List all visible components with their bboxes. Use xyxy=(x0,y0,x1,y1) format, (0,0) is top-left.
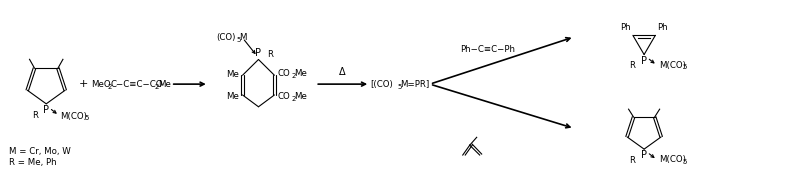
Text: Me: Me xyxy=(294,69,307,78)
Text: Ph−C≡C−Ph: Ph−C≡C−Ph xyxy=(460,45,515,54)
Text: Ph: Ph xyxy=(657,23,668,32)
Text: P: P xyxy=(43,105,49,115)
Text: 5: 5 xyxy=(84,115,89,121)
Text: 2: 2 xyxy=(155,84,159,90)
Text: Me: Me xyxy=(294,92,307,101)
Text: P: P xyxy=(641,150,647,160)
Text: MeO: MeO xyxy=(91,80,111,89)
Text: 2: 2 xyxy=(291,96,296,102)
Text: M(CO): M(CO) xyxy=(60,112,87,121)
Text: M(CO): M(CO) xyxy=(659,155,686,164)
Text: Me: Me xyxy=(225,70,239,79)
Text: 5: 5 xyxy=(683,64,688,70)
Text: M = Cr, Mo, W: M = Cr, Mo, W xyxy=(9,147,71,156)
Text: R: R xyxy=(629,156,635,165)
Text: (CO): (CO) xyxy=(217,33,236,42)
Text: R = Me, Ph: R = Me, Ph xyxy=(9,158,57,167)
Text: R: R xyxy=(629,61,635,70)
Text: M(CO): M(CO) xyxy=(659,61,686,70)
Text: 2: 2 xyxy=(291,73,296,79)
Text: 5: 5 xyxy=(397,84,401,90)
Text: Δ: Δ xyxy=(339,67,345,77)
Text: P: P xyxy=(255,47,261,58)
Text: Me: Me xyxy=(225,92,239,101)
Text: R: R xyxy=(32,111,38,120)
Text: C−C≡C−CO: C−C≡C−CO xyxy=(111,80,163,89)
Text: 5: 5 xyxy=(236,37,241,43)
Text: R: R xyxy=(268,50,273,59)
Text: CO: CO xyxy=(277,69,290,78)
Text: Ph: Ph xyxy=(620,23,631,32)
Text: P: P xyxy=(641,56,647,66)
Text: 2: 2 xyxy=(108,84,112,90)
Text: [(CO): [(CO) xyxy=(370,80,392,89)
Text: Me: Me xyxy=(158,80,170,89)
Text: +: + xyxy=(78,79,88,89)
Text: 5: 5 xyxy=(683,159,688,165)
Text: M=PR]: M=PR] xyxy=(400,80,429,89)
Text: CO: CO xyxy=(277,92,290,101)
Text: M: M xyxy=(239,33,247,42)
